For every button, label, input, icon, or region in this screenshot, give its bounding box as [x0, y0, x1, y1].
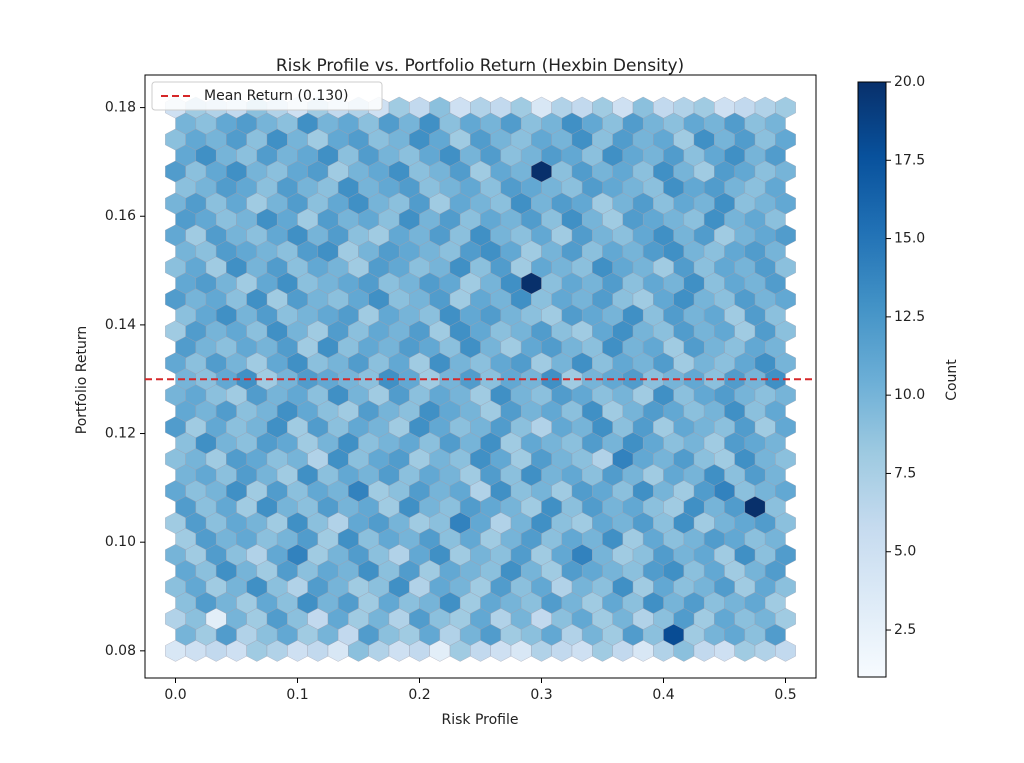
x-tick-label: 0.3 — [530, 687, 552, 703]
hex-bin — [764, 464, 786, 487]
colorbar — [857, 81, 887, 678]
y-tick-label: 0.10 — [105, 534, 136, 550]
hex-bin — [764, 623, 786, 646]
hexbin-layer — [165, 96, 796, 662]
hex-bin — [764, 400, 786, 423]
x-tick-label: 0.1 — [286, 687, 308, 703]
y-axis-label: Portfolio Return — [74, 326, 90, 435]
x-axis-label: Risk Profile — [442, 712, 519, 728]
y-tick-label: 0.16 — [105, 208, 136, 224]
hex-bin — [764, 528, 786, 550]
colorbar-tick-label: 17.5 — [894, 152, 925, 168]
hex-bin — [764, 240, 786, 263]
hex-bin — [764, 304, 786, 327]
x-tick-label: 0.0 — [164, 687, 186, 703]
colorbar-tick-label: 2.5 — [894, 622, 916, 638]
colorbar-tick-label: 7.5 — [894, 465, 916, 481]
colorbar-tick-label: 12.5 — [894, 309, 925, 325]
y-tick-label: 0.14 — [105, 317, 136, 333]
legend-box — [151, 81, 383, 111]
hex-bin — [764, 208, 786, 231]
colorbar-tick-label: 5.0 — [894, 544, 916, 560]
hex-bin — [764, 112, 786, 135]
colorbar-tick-label: 20.0 — [894, 74, 925, 90]
colorbar-tick-label: 15.0 — [894, 231, 925, 247]
plot-frame — [144, 74, 817, 679]
hex-bin — [764, 272, 786, 295]
x-tick-label: 0.2 — [408, 687, 430, 703]
hex-bin — [764, 144, 786, 167]
x-tick-label: 0.5 — [774, 687, 796, 703]
hex-bin — [764, 336, 786, 359]
hex-bin — [764, 560, 786, 582]
y-tick-label: 0.12 — [105, 426, 136, 442]
y-tick-label: 0.08 — [105, 643, 136, 659]
hex-bin — [764, 432, 786, 455]
chart-title: Risk Profile vs. Portfolio Return (Hexbi… — [276, 56, 684, 76]
y-tick-label: 0.18 — [105, 100, 136, 116]
hex-bin — [764, 496, 786, 518]
colorbar-tick-label: 10.0 — [894, 387, 925, 403]
colorbar-label: Count — [944, 359, 960, 401]
x-tick-label: 0.4 — [652, 687, 674, 703]
hex-bin — [764, 176, 786, 199]
legend-label: Mean Return (0.130) — [204, 88, 349, 104]
hex-bin — [764, 591, 786, 614]
